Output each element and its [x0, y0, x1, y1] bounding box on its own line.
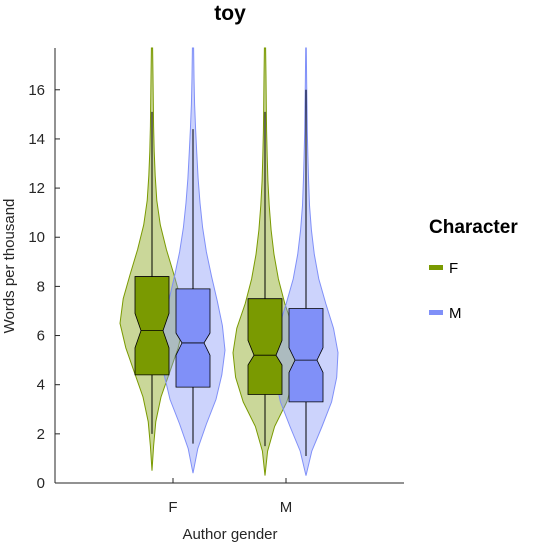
y-tick-label: 16 — [28, 82, 45, 99]
y-tick-label: 2 — [37, 426, 45, 443]
y-tick-label: 0 — [37, 475, 45, 492]
legend-title: Character — [429, 217, 518, 238]
plot-area — [119, 47, 339, 476]
y-tick-label: 12 — [28, 180, 45, 197]
x-axis-title: Author gender — [182, 526, 277, 543]
box-M-F — [175, 288, 211, 388]
y-tick-label: 4 — [37, 377, 45, 394]
legend-label-M: M — [449, 305, 462, 322]
legend: Character F M — [429, 217, 518, 322]
y-tick-label: 8 — [37, 278, 45, 295]
legend-swatch-M — [429, 310, 443, 315]
y-axis: 0 2 4 6 8 10 12 14 16 — [28, 48, 60, 492]
y-tick-label: 14 — [28, 131, 45, 148]
y-tick-label: 6 — [37, 328, 45, 345]
chart-title: toy — [214, 2, 246, 25]
x-tick-label: F — [168, 499, 177, 516]
legend-swatch-F — [429, 265, 443, 270]
box-F-F — [134, 276, 170, 376]
box-M-M — [288, 308, 324, 403]
x-tick-label: M — [280, 499, 293, 516]
y-tick-label: 10 — [28, 229, 45, 246]
box-F-M — [247, 298, 283, 395]
y-axis-title: Words per thousand — [1, 199, 18, 334]
legend-label-F: F — [449, 260, 458, 277]
